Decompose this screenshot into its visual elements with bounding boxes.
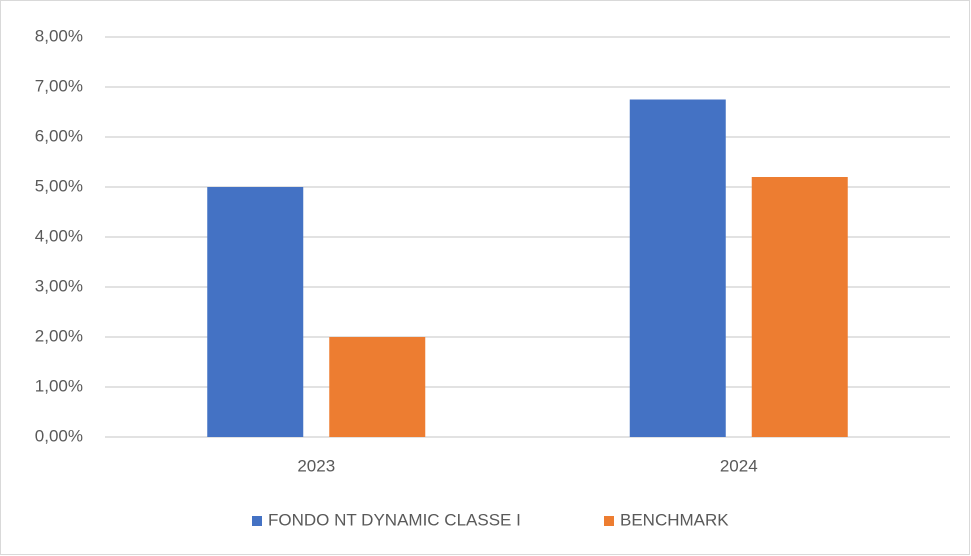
legend-label: FONDO NT DYNAMIC CLASSE I	[268, 510, 521, 529]
bar	[329, 337, 426, 437]
y-tick-label: 6,00%	[35, 126, 83, 145]
bar	[207, 187, 304, 437]
y-tick-label: 5,00%	[35, 176, 83, 195]
y-tick-label: 7,00%	[35, 76, 83, 95]
y-tick-label: 4,00%	[35, 226, 83, 245]
x-tick-label: 2024	[720, 456, 758, 475]
legend-swatch	[604, 516, 614, 526]
y-tick-label: 2,00%	[35, 326, 83, 345]
y-tick-label: 1,00%	[35, 376, 83, 395]
bar	[629, 99, 726, 437]
x-tick-label: 2023	[297, 456, 335, 475]
legend-swatch	[252, 516, 262, 526]
y-tick-label: 3,00%	[35, 276, 83, 295]
bar	[751, 177, 848, 437]
legend-label: BENCHMARK	[620, 510, 729, 529]
y-tick-label: 0,00%	[35, 426, 83, 445]
y-tick-label: 8,00%	[35, 26, 83, 45]
